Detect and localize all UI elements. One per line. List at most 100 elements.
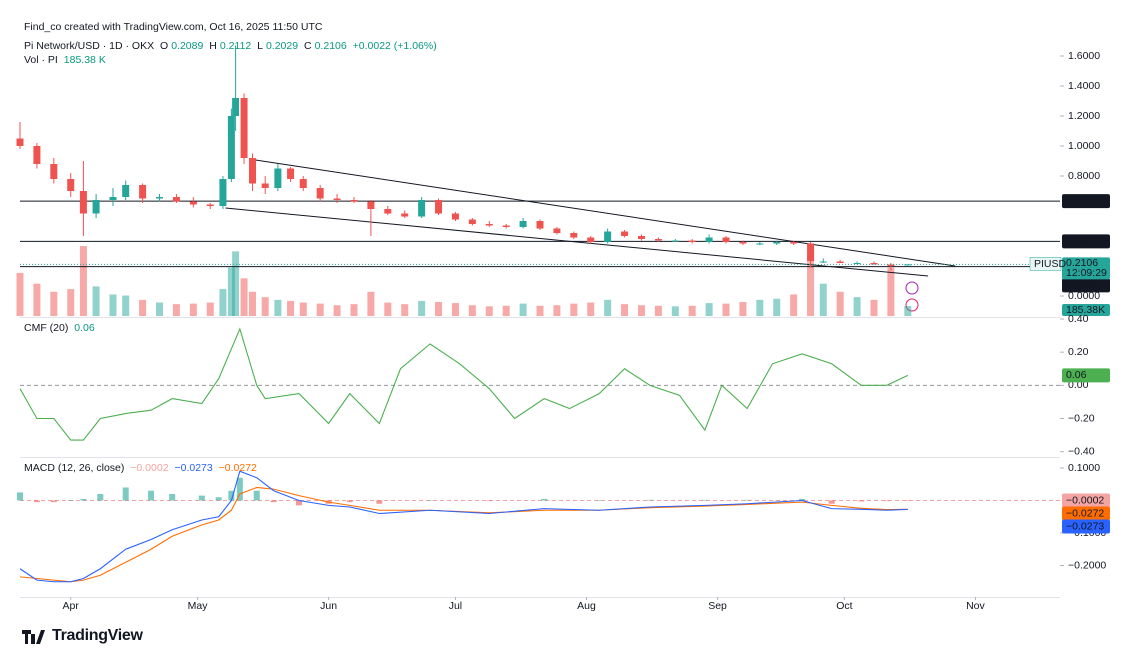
cmf-legend: CMF (20) 0.06: [24, 322, 98, 334]
candle-body: [16, 138, 24, 147]
candle-body: [654, 239, 662, 241]
legend-value: 0.2029: [265, 40, 299, 52]
cmf-value-label-box: [1062, 368, 1110, 383]
y-tick-label: 1.0000: [1068, 140, 1100, 152]
volume-bar: [109, 294, 117, 316]
candle-body: [790, 242, 798, 244]
logo-mark: [22, 630, 45, 644]
candle-body: [219, 179, 227, 207]
volume-bar: [485, 306, 493, 316]
candle-body: [227, 116, 235, 180]
volume-bar: [350, 304, 358, 316]
candle-body: [553, 228, 561, 234]
volume-bar: [33, 283, 41, 316]
legend-value: −0.0273: [174, 462, 213, 474]
volume-bar: [274, 299, 282, 316]
x-tick-label: Sep: [708, 600, 727, 612]
candle-body: [418, 200, 426, 217]
volume-bar: [836, 291, 844, 316]
histogram-bar: [541, 498, 548, 501]
volume-bar: [468, 305, 476, 316]
level-label-box: [1062, 278, 1110, 293]
x-tick-label: Jul: [449, 600, 462, 612]
histogram-bar: [236, 477, 243, 501]
level-label: 0.6329: [1066, 195, 1098, 207]
histogram-value-label: −0.0002: [1066, 494, 1104, 506]
candle-body: [887, 264, 895, 267]
level-label: 0.3643: [1066, 235, 1098, 247]
macd-value-label-box: [1062, 519, 1110, 534]
volume-bar: [189, 303, 197, 316]
candle-body: [604, 231, 612, 243]
histogram-bar: [33, 500, 40, 503]
trendline: [255, 159, 956, 267]
cmf-line: [19, 327, 909, 441]
candle-body: [350, 200, 358, 202]
candle-body: [232, 98, 240, 117]
candle-body: [468, 219, 476, 225]
candle-body: [435, 200, 443, 214]
candle-body: [240, 98, 248, 159]
candle-body: [904, 264, 912, 266]
volume-bar: [519, 303, 527, 316]
candle-body: [79, 191, 87, 214]
volume-bar: [172, 304, 180, 316]
volume-bar: [536, 305, 544, 316]
volume-bar: [637, 305, 645, 316]
event-icon[interactable]: [905, 281, 919, 295]
histogram-bar: [148, 490, 155, 501]
candle-body: [122, 185, 130, 198]
volume-bar: [232, 251, 240, 316]
macd-value-label: −0.0273: [1066, 520, 1104, 532]
y-tick-label: 1.6000: [1068, 50, 1100, 62]
histogram-bar: [215, 497, 222, 501]
histogram-bar: [486, 500, 493, 502]
volume-bar: [156, 302, 164, 316]
histogram-bar: [883, 500, 890, 502]
y-tick-label: −0.2000: [1068, 559, 1106, 571]
x-tick-label: Jun: [320, 600, 337, 612]
candle-body: [316, 188, 324, 199]
candle-body: [139, 185, 147, 199]
macd-legend: MACD (12, 26, close) −0.0002 −0.0273 −0.…: [24, 462, 260, 474]
histogram-bar: [858, 500, 865, 502]
y-tick-label: 0.40: [1068, 313, 1089, 325]
candle-body: [807, 243, 815, 262]
volume-bar: [671, 306, 679, 316]
volume-bar: [249, 291, 257, 316]
legend-key: C: [304, 40, 312, 52]
volume-bar: [299, 302, 307, 316]
legend-value: −0.0002: [130, 462, 169, 474]
candle-body: [367, 201, 375, 210]
legend-value: 0.06: [74, 322, 95, 334]
candle-body: [756, 243, 764, 245]
volume-bar: [654, 305, 662, 316]
price-legend: Pi Network/USD · 1D · OKX O 0.2089 H 0.211…: [24, 40, 440, 52]
candle-body: [870, 263, 878, 265]
histogram-bar: [80, 498, 87, 501]
candle-body: [401, 213, 409, 217]
candle-body: [671, 240, 679, 242]
legend-change: +0.0022 (+1.06%): [352, 40, 437, 52]
volume-bar: [819, 283, 827, 316]
candle-body: [451, 213, 459, 220]
volume-bar: [261, 297, 269, 316]
candle-body: [333, 198, 341, 201]
histogram-value-label-box: [1062, 493, 1110, 508]
volume-title: Vol · PI: [24, 54, 58, 66]
indicator-title: MACD (12, 26, close): [24, 462, 125, 474]
volume-bar: [122, 295, 130, 316]
level-label-box: [1062, 234, 1110, 249]
histogram-bar: [904, 500, 911, 501]
signal-line: [19, 486, 908, 583]
volume-bar: [435, 302, 443, 316]
indicator-title: CMF (20): [24, 322, 69, 334]
histogram-bar: [67, 500, 74, 501]
candle-body: [621, 231, 629, 237]
volume-bar: [621, 304, 629, 316]
volume-bar: [870, 299, 878, 316]
volume-bar: [16, 272, 24, 316]
y-tick-label: 0.8000: [1068, 170, 1100, 182]
candle-body: [502, 225, 510, 228]
